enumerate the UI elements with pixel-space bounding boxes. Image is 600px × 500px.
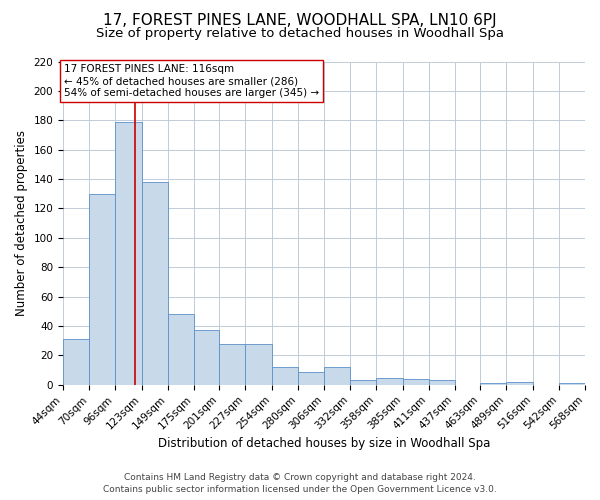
Text: 17 FOREST PINES LANE: 116sqm
← 45% of detached houses are smaller (286)
54% of s: 17 FOREST PINES LANE: 116sqm ← 45% of de… [64,64,319,98]
Bar [428,380,455,385]
Bar [350,380,376,385]
Bar [142,182,167,385]
Bar [245,344,272,385]
Bar [194,330,220,385]
Y-axis label: Number of detached properties: Number of detached properties [15,130,28,316]
Bar [89,194,115,385]
Bar [403,379,428,385]
Bar [376,378,403,385]
Bar [63,340,89,385]
Bar [324,367,350,385]
Bar [585,382,600,385]
Bar [115,122,142,385]
Bar [272,367,298,385]
X-axis label: Distribution of detached houses by size in Woodhall Spa: Distribution of detached houses by size … [158,437,490,450]
Bar [481,384,506,385]
Text: Contains HM Land Registry data © Crown copyright and database right 2024.
Contai: Contains HM Land Registry data © Crown c… [103,472,497,494]
Bar [559,384,585,385]
Bar [220,344,245,385]
Text: Size of property relative to detached houses in Woodhall Spa: Size of property relative to detached ho… [96,28,504,40]
Bar [506,382,533,385]
Bar [298,372,324,385]
Text: 17, FOREST PINES LANE, WOODHALL SPA, LN10 6PJ: 17, FOREST PINES LANE, WOODHALL SPA, LN1… [103,12,497,28]
Bar [167,314,194,385]
